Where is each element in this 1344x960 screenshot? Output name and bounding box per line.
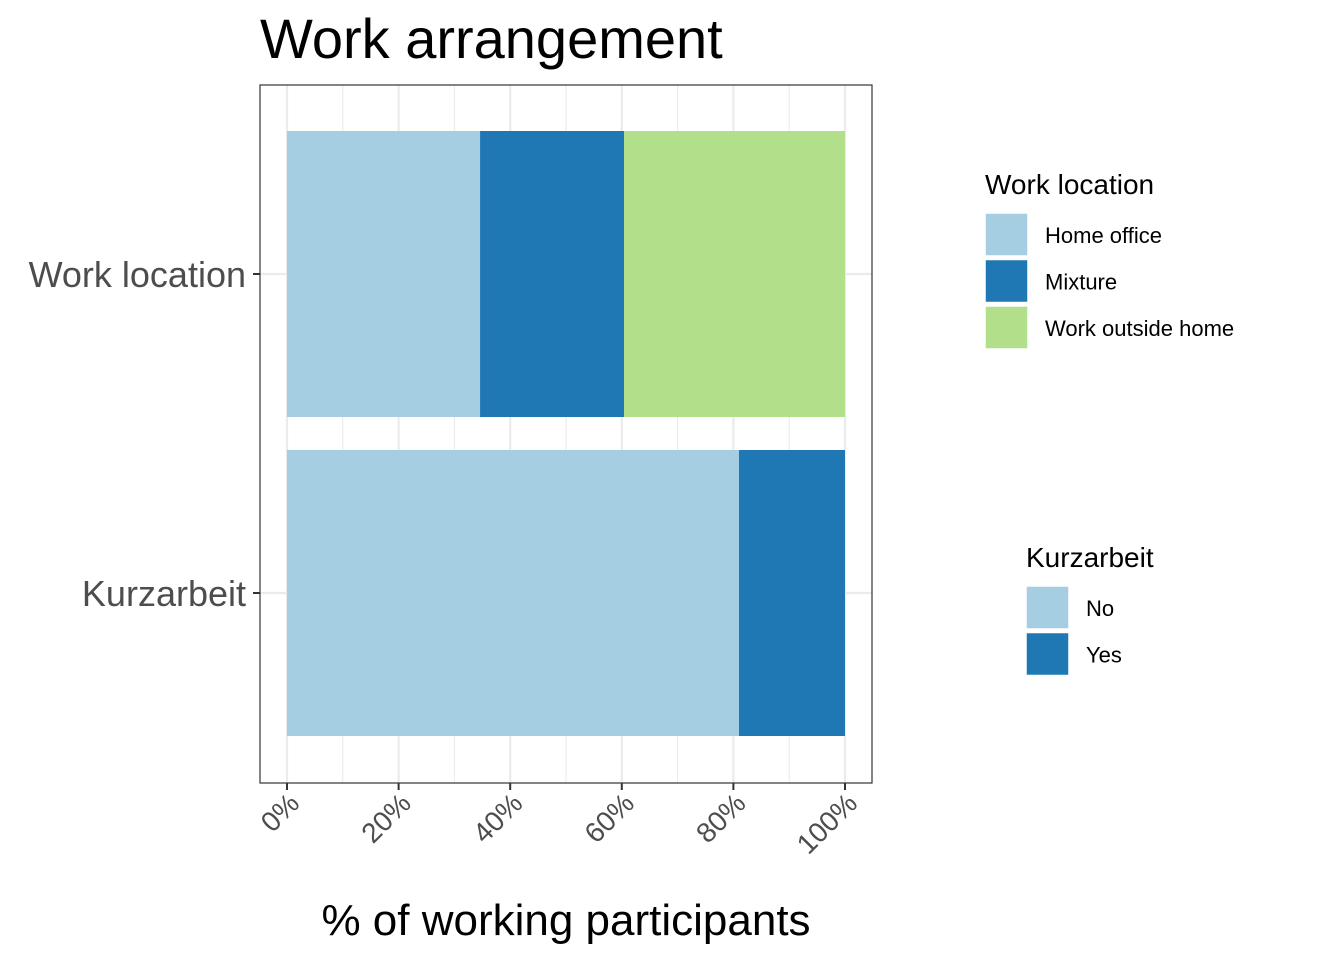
legend-label: Work outside home xyxy=(1045,316,1234,341)
x-axis: 0% 20% 40% 60% 80% 100% xyxy=(255,783,864,860)
x-tick-label: 80% xyxy=(690,787,752,849)
bar-segment-kurzarbeit-yes xyxy=(738,450,845,736)
bar-segment-work-location-home-office xyxy=(287,131,481,417)
legend-label: Yes xyxy=(1086,643,1122,668)
legend-label: No xyxy=(1086,596,1114,621)
bar-segment-kurzarbeit-no xyxy=(287,450,739,736)
y-axis: Work location Kurzarbeit xyxy=(29,254,260,614)
legend-key xyxy=(1025,585,1070,630)
legends: Work location Home office Mixture Work outs… xyxy=(984,169,1234,677)
bars xyxy=(287,131,845,736)
x-tick-label: 60% xyxy=(578,787,640,849)
y-tick-label: Work location xyxy=(29,254,246,295)
legend-work-location: Work location Home office Mixture Work outs… xyxy=(984,169,1234,350)
legend-kurzarbeit: Kurzarbeit No Yes xyxy=(1025,542,1154,677)
x-tick-label: 100% xyxy=(791,787,864,860)
legend-key xyxy=(984,305,1029,350)
legend-key xyxy=(984,258,1029,304)
chart-title: Work arrangement xyxy=(260,7,723,70)
legend-label: Mixture xyxy=(1045,270,1117,295)
y-tick-label: Kurzarbeit xyxy=(82,573,246,614)
x-tick-label: 40% xyxy=(467,787,529,849)
legend-key xyxy=(984,212,1029,257)
plot-panel-border xyxy=(259,84,873,784)
x-axis-label: % of working participants xyxy=(321,896,810,945)
x-tick-label: 20% xyxy=(355,787,417,849)
legend-title: Kurzarbeit xyxy=(1026,542,1154,573)
bar-segment-work-location-work-outside-home xyxy=(624,131,845,417)
x-tick-label: 0% xyxy=(255,787,306,838)
legend-title: Work location xyxy=(985,169,1154,200)
legend-key xyxy=(1025,631,1070,677)
legend-label: Home office xyxy=(1045,223,1162,248)
bar-segment-work-location-mixture xyxy=(480,131,625,417)
